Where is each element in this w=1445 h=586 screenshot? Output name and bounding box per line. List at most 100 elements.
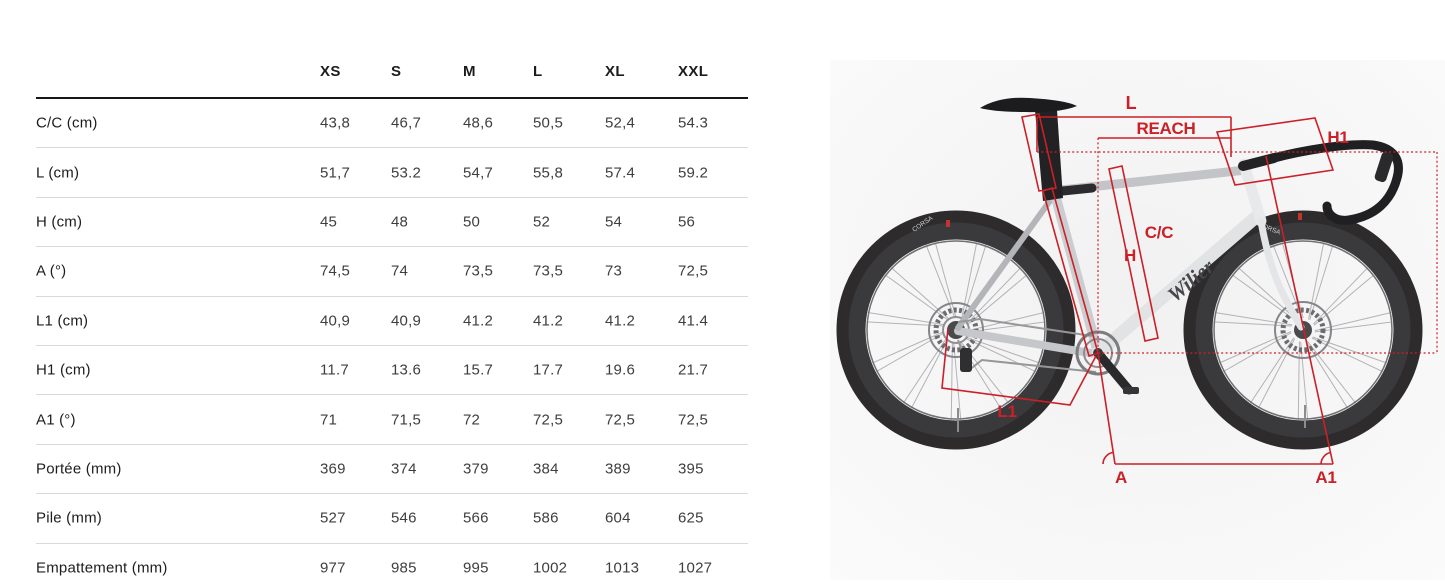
value-cell: 46,7 (391, 114, 421, 132)
row-label: Pile (mm) (36, 509, 102, 527)
row-label: Portée (mm) (36, 460, 122, 478)
geometry-annotations (941, 113, 1438, 465)
cc-measure-box (1108, 165, 1159, 342)
value-cell: 40,9 (320, 312, 350, 330)
table-row: L (cm) 51,7 53.2 54,7 55,8 57.4 59.2 (36, 148, 748, 198)
drivetrain (957, 317, 1139, 395)
seatpost-measure-box (1021, 113, 1057, 192)
size-header-row: XS S M L XL XXL (36, 55, 748, 97)
pedal (1123, 387, 1139, 394)
header-rule (36, 97, 748, 99)
value-cell: 40,9 (391, 312, 421, 330)
value-cell: 395 (678, 460, 704, 478)
geometry-rows: C/C (cm) 43,8 46,7 48,6 50,5 52,4 54.3 L (cm) 51… (36, 99, 748, 586)
value-cell: 17.7 (533, 361, 563, 379)
value-cell: 369 (320, 460, 346, 478)
value-cell: 56 (678, 213, 696, 231)
value-cell: 72,5 (678, 411, 708, 429)
column-header-xl: XL (605, 63, 625, 80)
value-cell: 546 (391, 509, 417, 527)
a1-angle-arc (1320, 451, 1331, 465)
value-cell: 1027 (678, 559, 713, 577)
column-header-s: S (391, 63, 402, 80)
head-angle-line (1265, 155, 1334, 465)
row-label: A (°) (36, 262, 67, 280)
value-cell: 15.7 (463, 361, 493, 379)
label-h: H (1124, 246, 1136, 265)
label-a: A (1115, 468, 1127, 487)
value-cell: 19.6 (605, 361, 635, 379)
value-cell: 54 (605, 213, 623, 231)
stem (1238, 153, 1279, 171)
column-header-xs: XS (320, 63, 341, 80)
value-cell: 55,8 (533, 164, 563, 182)
value-cell: 57.4 (605, 164, 635, 182)
value-cell: 51,7 (320, 164, 350, 182)
l1-measure-lines (941, 327, 1097, 406)
table-row: L1 (cm) 40,9 40,9 41.2 41.2 41.2 41.4 (36, 297, 748, 346)
value-cell: 71 (320, 411, 338, 429)
value-cell: 74,5 (320, 262, 350, 280)
value-cell: 625 (678, 509, 704, 527)
saddle (980, 97, 1077, 113)
value-cell: 59.2 (678, 164, 708, 182)
label-reach: REACH (1137, 119, 1196, 138)
handlebar (1269, 140, 1403, 225)
front-wheel: CORSA (1183, 210, 1423, 450)
table-row: A1 (°) 71 71,5 72 72,5 72,5 72,5 (36, 395, 748, 445)
crank-arm (1093, 348, 1134, 395)
value-cell: 53.2 (391, 164, 421, 182)
value-cell: 13.6 (391, 361, 421, 379)
value-cell: 389 (605, 460, 631, 478)
head-tube (1238, 158, 1267, 227)
value-cell: 52 (533, 213, 551, 231)
chain-top (957, 317, 1093, 337)
row-label: L (cm) (36, 164, 80, 182)
value-cell: 48,6 (463, 114, 493, 132)
value-cell: 21.7 (678, 361, 708, 379)
value-cell: 54.3 (678, 114, 708, 132)
value-cell: 73,5 (533, 262, 563, 280)
a-angle-arc (1102, 451, 1113, 465)
front-tire-mark (1298, 213, 1302, 220)
value-cell: 50,5 (533, 114, 563, 132)
rear-derailleur (960, 348, 972, 372)
shifter-hood (1374, 151, 1394, 183)
value-cell: 1013 (605, 559, 640, 577)
table-row: Empattement (mm) 977 985 995 1002 1013 1027 (36, 544, 748, 586)
value-cell: 604 (605, 509, 631, 527)
value-cell: 45 (320, 213, 338, 231)
label-l: L (1126, 93, 1137, 113)
value-cell: 52,4 (605, 114, 635, 132)
column-header-l: L (533, 63, 543, 80)
value-cell: 72 (463, 411, 481, 429)
table-row: Portée (mm) 369 374 379 384 389 395 (36, 445, 748, 495)
value-cell: 50 (463, 213, 481, 231)
label-cc: C/C (1145, 223, 1173, 242)
column-header-xxl: XXL (678, 63, 709, 80)
value-cell: 73,5 (463, 262, 493, 280)
value-cell: 72,5 (678, 262, 708, 280)
value-cell: 54,7 (463, 164, 493, 182)
h-measure-box (1042, 186, 1099, 358)
row-label: L1 (cm) (36, 312, 89, 330)
value-cell: 73 (605, 262, 623, 280)
seat-angle-line (1097, 352, 1116, 465)
value-cell: 41.2 (463, 312, 493, 330)
annotation-labels: L REACH H1 H C/C L1 A A1 (997, 93, 1348, 487)
seatstay (955, 195, 1055, 331)
bike-diagram-svg: CORSA CORSA (830, 60, 1445, 580)
geometry-table: XS S M L XL XXL C/C (cm) 43,8 46,7 48,6 50,5 52,4 5… (36, 55, 748, 586)
value-cell: 72,5 (605, 411, 635, 429)
row-label: H (cm) (36, 213, 83, 231)
chainstay (954, 327, 1100, 358)
table-row: Pile (mm) 527 546 566 586 604 625 (36, 494, 748, 544)
value-cell: 586 (533, 509, 559, 527)
rear-tire-mark (946, 220, 950, 227)
row-label: H1 (cm) (36, 361, 91, 379)
value-cell: 977 (320, 559, 346, 577)
table-row: H1 (cm) 11.7 13.6 15.7 17.7 19.6 21.7 (36, 346, 748, 396)
value-cell: 41.4 (678, 312, 708, 330)
row-label: C/C (cm) (36, 114, 98, 132)
label-l1: L1 (997, 402, 1016, 421)
